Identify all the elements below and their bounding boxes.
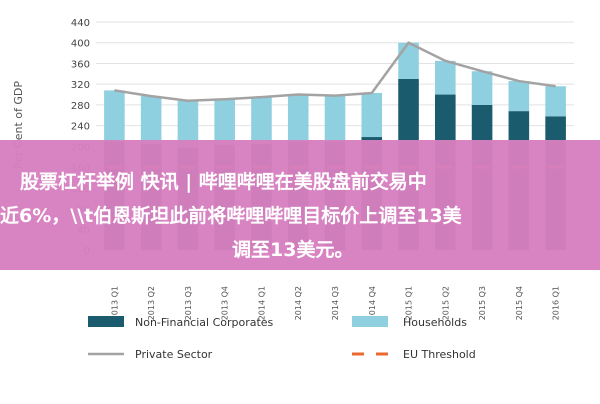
x-tick-label: 2013 Q2 xyxy=(147,286,156,320)
x-tick-label: 2015 Q2 xyxy=(441,286,450,320)
y-tick-label: 240 xyxy=(71,122,90,133)
x-tick-label: 2016 Q1 xyxy=(552,286,561,320)
bar-households xyxy=(361,92,383,138)
legend: Non-Financial Corporates Households Priv… xyxy=(88,316,476,361)
line-private-sector xyxy=(114,41,556,103)
x-tick-label: 2013 Q3 xyxy=(184,286,193,320)
y-tick-label: 360 xyxy=(71,59,90,70)
bar-households xyxy=(104,90,125,142)
bar-households xyxy=(140,96,162,144)
x-tick-label: 2015 Q4 xyxy=(515,286,524,320)
bar-households xyxy=(435,60,456,95)
y-tick-label: 440 xyxy=(71,18,90,29)
x-tick-label: 2014 Q3 xyxy=(331,286,340,320)
bar-households xyxy=(398,42,419,79)
y-tick-label: 280 xyxy=(71,101,90,112)
x-tick-label: 2014 Q2 xyxy=(294,286,303,320)
bar-households xyxy=(251,97,272,144)
x-axis-ticks: 2013 Q1 2013 Q2 2013 Q3 2013 Q4 2014 Q1 2014 … xyxy=(110,286,560,320)
overlay-line-2: 近6%，\\t伯恩斯坦此前将哔哩哔哩目标价上调至13美 xyxy=(0,204,463,227)
x-tick-label: 2015 Q1 xyxy=(405,286,414,320)
x-tick-label: 2013 Q4 xyxy=(221,286,230,320)
overlay-line-1: 股票杠杆举例 快讯 | 哔哩哔哩在美股盘前交易中 xyxy=(20,170,427,193)
bar-households xyxy=(545,86,566,117)
y-tick-label: 320 xyxy=(71,80,90,91)
x-tick-label: 2014 Q4 xyxy=(368,286,377,320)
x-tick-label: 2014 Q1 xyxy=(257,286,266,320)
x-tick-label: 2015 Q3 xyxy=(478,286,487,320)
bar-households xyxy=(177,100,199,148)
legend-label-non-financial-corporates: Non-Financial Corporates xyxy=(135,316,274,329)
legend-swatch-households xyxy=(352,316,388,327)
overlay-banner xyxy=(0,140,600,270)
bar-households xyxy=(471,71,493,105)
legend-swatch-non-financial-corporates xyxy=(88,316,124,327)
overlay-line-3: 调至13美元。 xyxy=(232,238,353,261)
legend-label-households: Households xyxy=(403,316,467,329)
bar-households xyxy=(324,95,346,142)
bar-households xyxy=(214,99,235,145)
legend-label-eu-threshold: EU Threshold xyxy=(403,348,476,361)
legend-label-private-sector: Private Sector xyxy=(135,348,213,361)
bar-households xyxy=(287,94,309,142)
x-tick-label: 2013 Q1 xyxy=(110,286,119,320)
bar-households xyxy=(508,81,530,112)
y-tick-label: 400 xyxy=(71,39,90,50)
